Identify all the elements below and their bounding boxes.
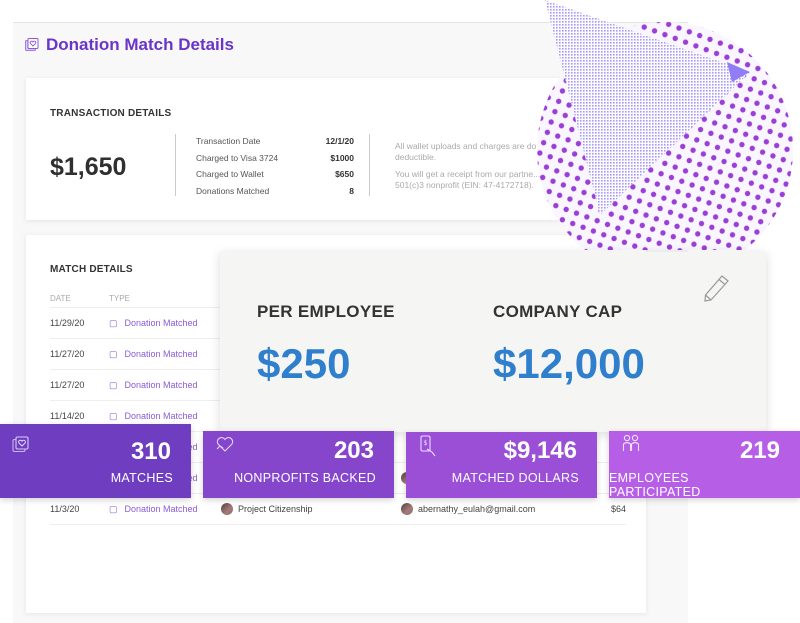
row-type: ▢ Donation Matched: [109, 411, 221, 422]
transaction-rows: Transaction Date 12/1/20 Charged to Visa …: [196, 136, 354, 202]
row-nonprofit: Project Citizenship: [221, 503, 401, 515]
stat-employees: 219 EMPLOYEES PARTICIPATED: [609, 431, 800, 499]
tax-note: All wallet uploads and charges are do...…: [395, 141, 565, 197]
type-label: Donation Matched: [124, 318, 198, 328]
stat-nonprofits: 203 NONPROFITS BACKED: [203, 431, 394, 498]
transaction-details-card: TRANSACTION DETAILS $1,650 Transaction D…: [26, 78, 646, 220]
row-date: 11/14/20: [50, 411, 85, 421]
stat-value: $9,146: [503, 437, 577, 464]
txn-value: 8: [349, 185, 354, 196]
employee-email: abernathy_eulah@gmail.com: [418, 504, 536, 514]
row-employee: abernathy_eulah@gmail.com: [401, 503, 606, 515]
company-cap-value: $12,000: [493, 340, 645, 387]
row-type: ▢ Donation Matched: [109, 380, 221, 391]
employee-avatar: [401, 503, 413, 515]
transaction-total: $1,650: [50, 153, 127, 181]
row-type: ▢ Donation Matched: [109, 349, 221, 360]
stat-label: MATCHES: [110, 471, 173, 485]
stat-value: 219: [739, 437, 780, 464]
donation-icon: [12, 436, 29, 453]
nonprofit-avatar: [221, 503, 233, 515]
stat-matches: 310 MATCHES: [0, 424, 191, 498]
txn-row: Transaction Date 12/1/20: [196, 136, 354, 153]
txn-value: 12/1/20: [325, 136, 354, 146]
tax-note-2: You will get a receipt from our partne..…: [395, 169, 541, 190]
row-type: ▢ Donation Matched: [109, 318, 221, 329]
company-cap-label: COMPANY CAP: [493, 302, 623, 321]
heart-hand-icon: [216, 437, 234, 452]
donation-icon: [25, 38, 39, 51]
donation-icon: ▢: [109, 379, 118, 390]
stat-value: 310: [130, 438, 171, 465]
tax-note-1: All wallet uploads and charges are do...…: [395, 141, 544, 162]
txn-label: Donations Matched: [196, 185, 270, 196]
divider: [175, 134, 176, 196]
pencil-icon[interactable]: [702, 274, 730, 304]
row-amount: $64: [610, 504, 626, 514]
type-label: Donation Matched: [124, 349, 198, 359]
page-title: Donation Match Details: [25, 35, 234, 55]
txn-label: Charged to Visa 3724: [196, 152, 279, 163]
txn-value: $1000: [330, 152, 354, 163]
txn-row: Donations Matched 8: [196, 186, 354, 203]
row-type: ▢ Donation Matched: [109, 504, 221, 515]
per-employee-label: PER EMPLOYEE: [257, 302, 395, 321]
column-type: TYPE: [109, 293, 130, 303]
txn-label: Transaction Date: [196, 136, 261, 146]
svg-text:$: $: [423, 439, 427, 447]
row-date: 11/27/20: [50, 380, 85, 390]
txn-value: $650: [335, 169, 354, 179]
stat-value: 203: [333, 437, 374, 464]
donation-icon: ▢: [109, 503, 118, 514]
row-date: 11/29/20: [50, 318, 85, 328]
donation-icon: ▢: [109, 348, 118, 359]
divider: [369, 134, 370, 196]
stat-label: NONPROFITS BACKED: [234, 471, 376, 485]
type-label: Donation Matched: [124, 504, 198, 514]
txn-label: Charged to Wallet: [196, 169, 264, 179]
page-title-text: Donation Match Details: [46, 35, 234, 54]
per-employee-value: $250: [257, 340, 351, 387]
phone-dollar-icon: $: [420, 435, 436, 457]
stat-matched-dollars: $ $9,146 MATCHED DOLLARS: [406, 432, 597, 498]
transaction-details-heading: TRANSACTION DETAILS: [50, 108, 172, 119]
stat-label: EMPLOYEES PARTICIPATED: [609, 471, 701, 499]
donation-icon: ▢: [109, 317, 118, 328]
stat-label: MATCHED DOLLARS: [451, 471, 579, 485]
txn-row: Charged to Wallet $650: [196, 169, 354, 186]
table-row[interactable]: 11/3/20 ▢ Donation Matched Project Citize…: [50, 494, 626, 525]
match-policy-panel: PER EMPLOYEE $250 COMPANY CAP $12,000: [220, 252, 766, 432]
nonprofit-name: Project Citizenship: [238, 504, 313, 514]
row-date: 11/27/20: [50, 349, 85, 359]
txn-row: Charged to Visa 3724 $1000: [196, 153, 354, 170]
donation-icon: ▢: [109, 410, 118, 421]
type-label: Donation Matched: [124, 380, 198, 390]
row-date: 11/3/20: [50, 504, 80, 514]
people-icon: [622, 434, 640, 451]
type-label: Donation Matched: [124, 411, 198, 421]
column-date: DATE: [50, 293, 71, 303]
match-details-heading: MATCH DETAILS: [50, 264, 133, 275]
